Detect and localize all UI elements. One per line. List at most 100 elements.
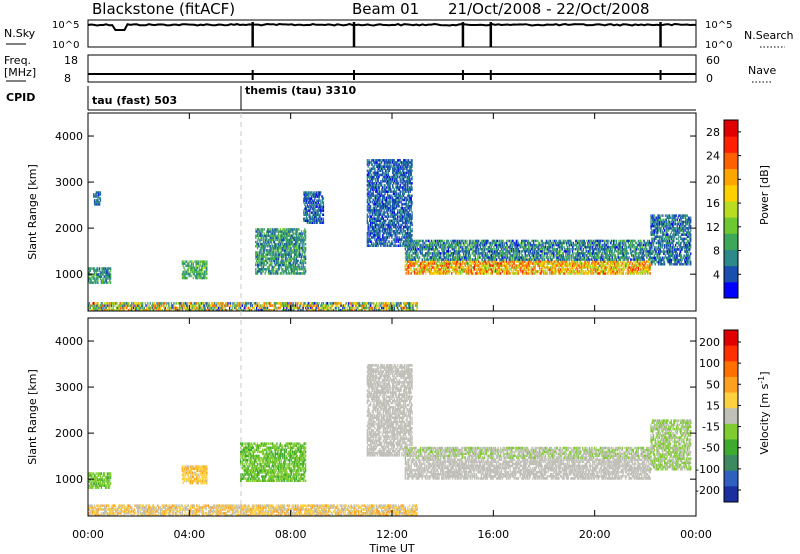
cell-5 xyxy=(373,213,375,216)
cell-5 xyxy=(390,242,392,245)
cell-5 xyxy=(381,165,384,168)
cell-3 xyxy=(256,270,259,273)
cell-5 xyxy=(392,177,394,181)
cell-3 xyxy=(296,249,298,252)
cell-0 xyxy=(102,277,104,280)
cell-2 xyxy=(197,262,200,265)
cell-5 xyxy=(369,209,371,212)
cell-2 xyxy=(196,274,199,278)
cell-3 xyxy=(255,263,257,267)
cell-5 xyxy=(393,177,395,181)
cell-5 xyxy=(386,215,388,218)
cell-5 xyxy=(400,194,402,197)
cell-3 xyxy=(264,272,266,275)
cell-5 xyxy=(366,180,368,183)
cell-0 xyxy=(93,267,96,270)
cell-2 xyxy=(199,272,201,276)
cell-5 xyxy=(367,171,369,175)
cell-5 xyxy=(391,211,393,214)
cell-4 xyxy=(312,217,314,220)
cell-2 xyxy=(206,272,208,276)
cell-3 xyxy=(274,232,276,235)
cell-4 xyxy=(316,217,318,220)
cell-3 xyxy=(270,255,272,258)
cell-3 xyxy=(274,249,276,252)
cell-3 xyxy=(284,236,287,240)
cell-5 xyxy=(382,236,384,239)
cell-5 xyxy=(395,165,397,168)
cell-5 xyxy=(367,242,369,245)
cell-3 xyxy=(294,270,296,273)
cell-5 xyxy=(376,175,378,179)
cell-3 xyxy=(267,265,269,269)
cell-5 xyxy=(400,175,402,179)
cell-3 xyxy=(258,253,260,256)
cell-3 xyxy=(295,261,297,265)
cell-5 xyxy=(401,211,403,214)
cell-5 xyxy=(397,215,399,218)
cell-5 xyxy=(375,217,377,220)
cell-4 xyxy=(321,205,324,208)
cell-5 xyxy=(387,209,390,212)
cell-5 xyxy=(369,219,371,222)
cell-4 xyxy=(315,201,317,204)
cell-5 xyxy=(403,188,406,191)
cell-5 xyxy=(371,244,373,247)
cell-3 xyxy=(291,249,293,252)
cell-0 xyxy=(100,273,102,276)
cell-3 xyxy=(291,238,293,242)
cell-5 xyxy=(411,227,413,231)
cell-3 xyxy=(264,234,266,237)
cell-5 xyxy=(400,217,402,220)
cell-4 xyxy=(310,201,312,204)
cell-3 xyxy=(263,245,265,248)
cell-5 xyxy=(386,186,388,189)
cell-5 xyxy=(386,225,389,229)
cell-5 xyxy=(366,238,368,241)
cell-4 xyxy=(318,195,320,198)
cell-3 xyxy=(300,247,302,250)
cell-3 xyxy=(255,245,257,248)
cell-0 xyxy=(104,275,106,278)
cell-6 xyxy=(517,270,520,273)
cell-5 xyxy=(386,207,388,210)
cell-0 xyxy=(88,271,91,274)
cell-3 xyxy=(260,257,262,260)
cell-3 xyxy=(271,257,273,260)
cell-3 xyxy=(292,270,294,273)
cell-3 xyxy=(262,245,265,248)
cell-5 xyxy=(370,219,372,222)
cell-5 xyxy=(397,221,399,225)
cell-5 xyxy=(390,198,392,202)
cell-5 xyxy=(378,215,380,218)
cell-3 xyxy=(289,249,292,252)
cell-3 xyxy=(286,268,288,271)
cell-5 xyxy=(381,184,383,187)
cell-3 xyxy=(289,240,291,244)
cell-5 xyxy=(399,230,401,233)
cell-3 xyxy=(287,265,289,269)
cell-4 xyxy=(319,205,321,208)
cell-4 xyxy=(318,203,320,206)
cell-3 xyxy=(266,253,268,256)
cell-5 xyxy=(402,234,404,237)
cell-4 xyxy=(311,203,314,206)
cell-5 xyxy=(393,211,395,214)
cell-4 xyxy=(309,203,311,206)
cell-4 xyxy=(310,197,313,200)
cell-5 xyxy=(389,190,391,193)
cell-3 xyxy=(262,228,264,231)
cell-5 xyxy=(384,188,386,191)
cell-5 xyxy=(382,219,384,222)
cell-3 xyxy=(284,259,287,263)
cell-5 xyxy=(395,194,397,197)
cell-3 xyxy=(285,238,287,242)
cell-3 xyxy=(270,263,272,267)
cell-5 xyxy=(372,190,374,193)
cell-5 xyxy=(403,221,405,225)
cell-0 xyxy=(94,269,97,272)
cell-5 xyxy=(366,236,368,239)
cell-3 xyxy=(273,247,276,250)
cell-3 xyxy=(286,253,288,256)
cell-4 xyxy=(313,209,315,212)
